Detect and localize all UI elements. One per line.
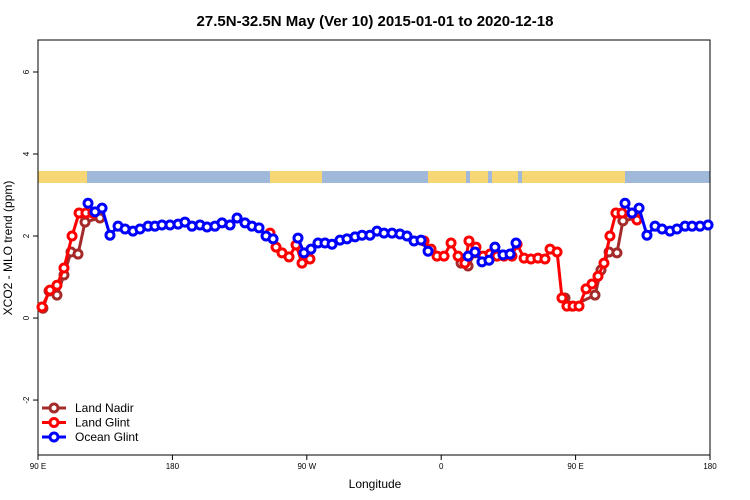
data-point (296, 257, 308, 269)
data-point (224, 219, 236, 231)
chart-title: 27.5N-32.5N May (Ver 10) 2015-01-01 to 2… (197, 13, 554, 30)
legend-label: Land Glint (75, 416, 130, 430)
data-point (326, 238, 338, 250)
x-tick-label: 90 W (297, 462, 316, 471)
data-point (445, 237, 457, 249)
data-point (51, 279, 63, 291)
data-point (589, 289, 601, 301)
data-point (36, 301, 48, 313)
data-point (253, 222, 265, 234)
data-point (44, 284, 56, 296)
data-point (104, 229, 116, 241)
y-tick-label: 4 (22, 151, 31, 156)
data-point (82, 197, 94, 209)
y-axis-label: XCO2 - MLO trend (ppm) (1, 181, 15, 316)
x-tick-label: 0 (439, 462, 444, 471)
plot-frame (37, 39, 711, 456)
data-point (604, 230, 616, 242)
data-point (231, 212, 243, 224)
data-point (51, 289, 63, 301)
data-point (283, 251, 295, 263)
data-point (626, 207, 638, 219)
data-point (631, 214, 643, 226)
data-point (463, 235, 475, 247)
data-point (702, 219, 714, 231)
y-tick-label: -2 (22, 396, 31, 404)
data-point (633, 202, 645, 214)
data-point (452, 250, 464, 262)
data-point (469, 246, 481, 258)
x-tick-label: 90 E (567, 462, 583, 471)
y-tick-label: 6 (22, 69, 31, 74)
legend-label: Land Nadir (75, 401, 134, 415)
data-point (58, 262, 70, 274)
x-tick-label: 180 (166, 462, 180, 471)
x-axis-label: Longitude (349, 477, 402, 491)
data-point (72, 248, 84, 260)
data-point (267, 233, 279, 245)
data-point (616, 207, 628, 219)
y-tick-label: 2 (22, 233, 31, 238)
y-tick-label: 0 (22, 315, 31, 320)
data-point (438, 250, 450, 262)
data-point (489, 241, 501, 253)
land-mask-strip (38, 171, 710, 183)
data-point (401, 230, 413, 242)
data-point (415, 234, 427, 246)
data-point (592, 270, 604, 282)
data-point (586, 278, 598, 290)
data-point (556, 292, 568, 304)
legend-marker (48, 417, 60, 428)
data-point (641, 229, 653, 241)
data-point (539, 253, 551, 265)
data-point (96, 202, 108, 214)
legend-marker (48, 431, 60, 443)
data-point (619, 197, 631, 209)
legend-marker (48, 402, 60, 414)
data-point (483, 254, 495, 266)
data-point (510, 237, 522, 249)
data-point (551, 246, 563, 258)
x-tick-label: 180 (703, 462, 717, 471)
data-point (611, 247, 623, 259)
legend-label: Ocean Glint (75, 430, 139, 444)
data-point (598, 257, 610, 269)
data-point (422, 245, 434, 257)
data-point (66, 230, 78, 242)
data-point (304, 253, 316, 265)
data-point (292, 232, 304, 244)
data-point (573, 300, 585, 312)
x-tick-label: 90 E (30, 462, 46, 471)
data-point (504, 248, 516, 260)
data-point (79, 216, 91, 228)
data-point (305, 243, 317, 255)
